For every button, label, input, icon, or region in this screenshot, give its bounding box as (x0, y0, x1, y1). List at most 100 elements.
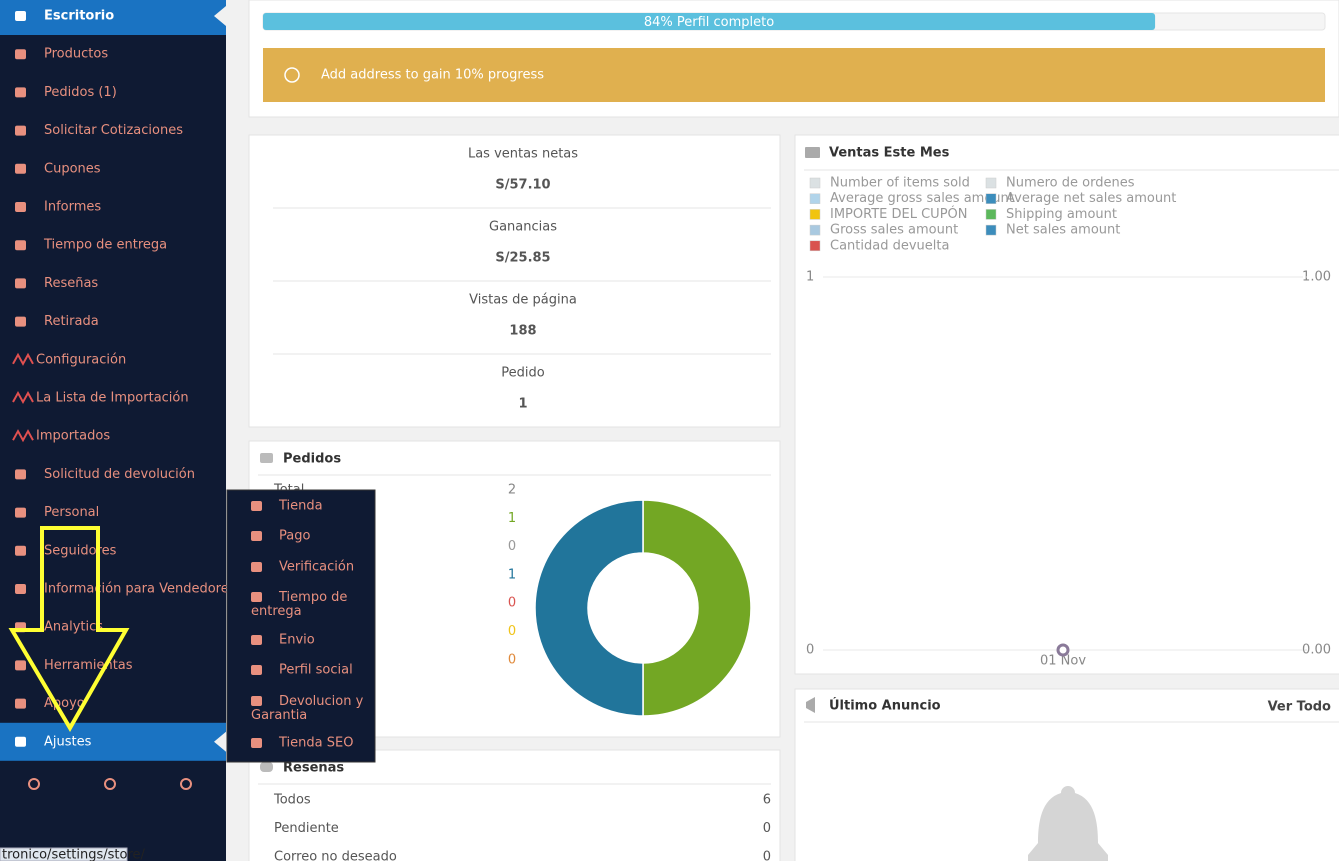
sidebar-item[interactable]: Solicitar Cotizaciones (44, 123, 183, 138)
submenu-item[interactable]: Verificación (279, 560, 354, 575)
active-pointer (214, 731, 226, 752)
announcement-link[interactable]: Ver Todo (1268, 700, 1331, 715)
megaphone-icon (806, 697, 815, 713)
sidebar-icon (15, 584, 26, 594)
summary-value: 188 (509, 324, 536, 339)
summary-label: Las ventas netas (468, 147, 578, 162)
submenu-icon (251, 665, 262, 675)
announcement-title: Último Anuncio (829, 698, 941, 714)
sidebar-item[interactable]: Configuración (36, 352, 126, 367)
sidebar-icon (15, 316, 26, 327)
sidebar-footer-icon[interactable] (28, 778, 40, 790)
submenu-item[interactable]: Perfil social (279, 663, 353, 678)
sidebar-icon (15, 163, 26, 174)
sidebar-footer-icon[interactable] (104, 778, 116, 790)
sidebar-item[interactable]: Solicitud de devolución (44, 467, 195, 482)
legend-swatch (809, 240, 821, 252)
sidebar-item[interactable]: Analytics (44, 620, 103, 635)
submenu-item[interactable]: Tienda (278, 499, 323, 514)
annotation-arrow (8, 526, 130, 732)
sidebar (0, 0, 226, 861)
sidebar-item[interactable]: Escritorio (44, 9, 114, 24)
submenu-icon (251, 696, 262, 706)
order-count: 0 (508, 539, 516, 554)
sidebar-item[interactable]: Importados (36, 429, 110, 444)
sidebar-item[interactable]: Informes (44, 200, 101, 215)
legend-swatch (809, 177, 821, 189)
order-count: 1 (508, 511, 516, 526)
x-tick-label: 01 Nov (1040, 654, 1086, 669)
submenu-item[interactable]: Tienda SEO (278, 736, 353, 751)
sidebar-item[interactable]: Productos (44, 47, 108, 62)
review-label: Correo no deseado (274, 850, 397, 861)
submenu-item[interactable]: Devolucion y Garantia (251, 694, 364, 723)
review-count: 0 (763, 850, 771, 861)
sidebar-icon (15, 11, 26, 21)
legend-label: Numero de ordenes (1006, 176, 1135, 191)
submenu-icon (251, 738, 262, 748)
sidebar-active (0, 722, 226, 761)
sidebar-item[interactable]: Tiempo de entrega (43, 238, 167, 253)
sidebar-item[interactable]: Retirada (44, 314, 99, 329)
summary-value: 1 (518, 397, 527, 412)
sidebar-footer-icon[interactable] (180, 778, 192, 790)
legend-label: Average net sales amount (1006, 191, 1176, 206)
legend-label: IMPORTE DEL CUPÓN (830, 206, 967, 222)
submenu-item[interactable]: Tiempo de entrega (251, 590, 347, 619)
legend-swatch (985, 224, 997, 236)
sidebar-icon (15, 87, 26, 98)
sidebar-item[interactable]: Herramientas (44, 658, 133, 673)
review-count: 0 (763, 821, 771, 836)
notice-text: Add address to gain 10% progress (321, 68, 544, 83)
sidebar-icon (15, 736, 26, 747)
reviews-title: Reseñas (283, 761, 344, 776)
donut-segment (642, 499, 752, 717)
summary-value: S/57.10 (495, 178, 550, 193)
progress-label: 84% Perfil completo (644, 15, 774, 30)
sidebar-icon (12, 352, 34, 366)
sales-panel (794, 134, 1339, 675)
sidebar-item[interactable]: Personal (44, 505, 99, 520)
legend-label: Average gross sales amount (830, 191, 1014, 206)
y2-tick-label: 0.00 (1302, 643, 1331, 658)
sidebar-item[interactable]: Cupones (44, 161, 101, 176)
sidebar-item[interactable]: Seguidores (44, 543, 117, 558)
review-label: Todos (273, 793, 311, 808)
legend-swatch (809, 193, 821, 204)
legend-swatch (985, 193, 997, 204)
summary-label: Pedido (501, 366, 544, 381)
sidebar-item[interactable]: Reseñas (44, 276, 98, 291)
sidebar-icon (15, 49, 26, 60)
reviews-panel (248, 749, 781, 861)
sidebar-icon (15, 660, 26, 671)
submenu-icon (251, 501, 262, 511)
bell-icon (1028, 786, 1108, 861)
sidebar-item[interactable]: Pedidos (1) (44, 85, 117, 100)
sidebar-item[interactable]: Información para Vendedores (44, 582, 236, 597)
summary-label: Ganancias (489, 220, 557, 235)
y2-tick-label: 1.00 (1302, 270, 1331, 285)
sidebar-icon (15, 507, 26, 518)
review-count: 6 (763, 793, 771, 808)
order-count: 0 (508, 624, 516, 639)
submenu-icon (251, 562, 262, 572)
submenu-icon (251, 635, 262, 645)
submenu-item[interactable]: Envio (279, 633, 315, 648)
sidebar-item[interactable]: La Lista de Importación (36, 391, 189, 406)
submenu-icon (251, 592, 262, 602)
y-tick-label: 1 (806, 270, 814, 285)
progress-fill (263, 13, 1156, 30)
summary-label: Vistas de página (469, 293, 577, 308)
legend-swatch (809, 209, 821, 220)
submenu-item[interactable]: Pago (279, 529, 310, 544)
sidebar-active (0, 0, 226, 35)
sidebar-item[interactable]: Ajustes (44, 734, 92, 749)
order-count: 2 (508, 483, 516, 498)
sidebar-icon (15, 202, 26, 212)
notice-icon (284, 67, 300, 83)
legend-label: Shipping amount (1006, 207, 1117, 222)
summary-value: S/25.85 (495, 251, 550, 266)
order-count: 1 (508, 567, 516, 582)
